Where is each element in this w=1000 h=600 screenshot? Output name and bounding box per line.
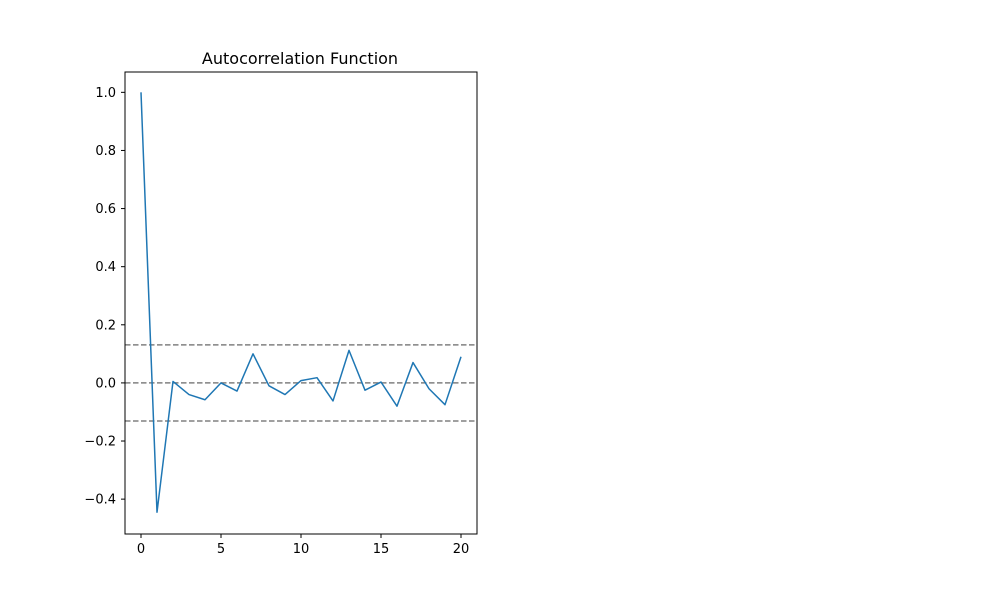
y-tick-label: −0.4 xyxy=(84,493,116,508)
acf-series-line xyxy=(140,92,462,513)
y-tick-label: 0.0 xyxy=(95,376,116,391)
y-tick-label: 0.4 xyxy=(95,260,116,275)
series-layer xyxy=(140,92,462,513)
y-tick-label: 1.0 xyxy=(95,86,116,101)
x-axis-ticks: 0 5 10 15 20 xyxy=(137,534,469,557)
chart-title: Autocorrelation Function xyxy=(202,49,398,68)
y-tick-label: −0.2 xyxy=(84,435,116,450)
y-tick-label: 0.8 xyxy=(95,144,116,159)
y-axis-ticks: −0.4 −0.2 0.0 0.2 0.4 0.6 0.8 1.0 xyxy=(84,86,125,508)
x-tick-label: 20 xyxy=(453,542,470,557)
x-tick-label: 0 xyxy=(137,542,145,557)
y-tick-label: 0.6 xyxy=(95,202,116,217)
reference-lines xyxy=(125,344,477,422)
plot-frame xyxy=(124,71,478,535)
x-tick-label: 10 xyxy=(293,542,310,557)
y-tick-label: 0.2 xyxy=(95,318,116,333)
x-tick-label: 15 xyxy=(373,542,390,557)
x-tick-label: 5 xyxy=(217,542,225,557)
